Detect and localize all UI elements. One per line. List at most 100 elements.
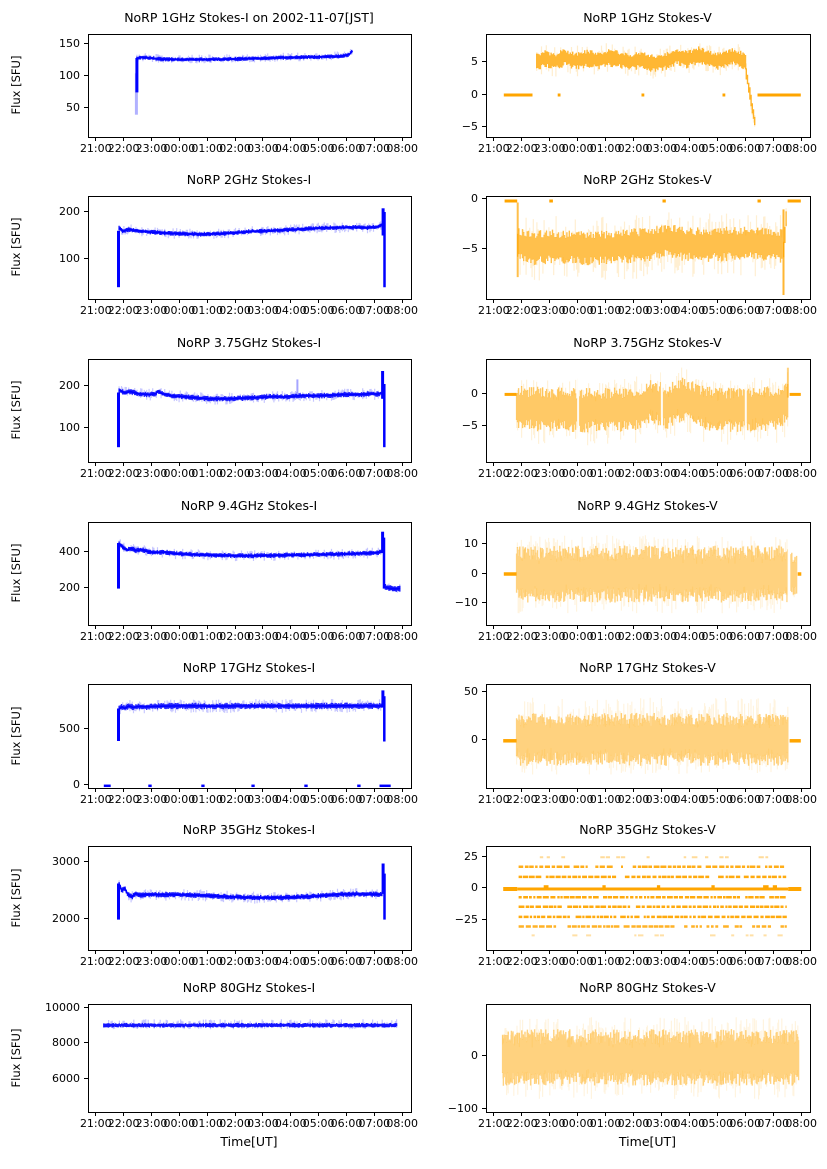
x-tick-label: 05:00	[302, 142, 335, 155]
y-tick-mark	[482, 739, 486, 741]
x-tick-mark	[660, 788, 662, 792]
x-tick-label: 03:00	[247, 955, 279, 968]
x-tick-label: 22:00	[107, 1117, 140, 1130]
x-tick-label: 07:00	[358, 142, 391, 155]
x-tick-mark	[633, 1112, 635, 1116]
x-tick-label: 06:00	[729, 793, 762, 806]
x-tick-mark	[178, 625, 180, 629]
x-tick-mark	[605, 462, 607, 466]
y-axis-label: Flux [SFU]	[9, 1028, 23, 1087]
x-tick-label: 04:00	[274, 304, 307, 317]
x-tick-label: 22:00	[505, 1117, 538, 1130]
y-tick-mark	[482, 855, 486, 857]
x-tick-label: 03:00	[247, 467, 279, 480]
panel-title: NoRP 2GHz Stokes-I	[186, 172, 312, 187]
x-tick-label: 06:00	[330, 955, 363, 968]
x-tick-mark	[206, 625, 208, 629]
x-tick-mark	[493, 950, 495, 954]
x-tick-label: 06:00	[330, 304, 363, 317]
x-tick-mark	[605, 1112, 607, 1116]
x-tick-mark	[521, 950, 523, 954]
x-tick-label: 01:00	[589, 304, 622, 317]
x-tick-label: 02:00	[219, 793, 251, 806]
x-tick-mark	[688, 625, 690, 629]
x-tick-label: 06:00	[729, 304, 762, 317]
y-axis-label: Flux [SFU]	[9, 380, 23, 440]
x-tick-mark	[549, 299, 551, 303]
y-tick-mark	[84, 1006, 88, 1008]
plot-area	[486, 34, 811, 138]
y-tick-mark	[482, 1107, 486, 1109]
x-tick-label: 02:00	[617, 793, 650, 806]
x-tick-mark	[521, 625, 523, 629]
x-tick-label: 22:00	[505, 467, 538, 480]
x-tick-label: 21:00	[477, 630, 510, 643]
x-tick-label: 01:00	[191, 793, 224, 806]
y-tick-label: 5	[471, 55, 478, 69]
x-tick-mark	[178, 1112, 180, 1116]
y-tick-label: −100	[447, 1101, 478, 1115]
x-tick-mark	[234, 137, 236, 141]
x-tick-label: 01:00	[589, 630, 622, 643]
x-tick-label: 07:00	[757, 630, 790, 643]
y-tick-label: 0	[471, 1049, 478, 1063]
x-tick-mark	[95, 299, 97, 303]
x-tick-label: 08:00	[386, 955, 419, 968]
x-tick-mark	[318, 137, 320, 141]
x-tick-label: 23:00	[533, 793, 566, 806]
x-tick-label: 05:00	[701, 955, 734, 968]
x-tick-mark	[318, 1112, 320, 1116]
x-tick-mark	[345, 950, 347, 954]
x-tick-label: 05:00	[701, 304, 734, 317]
x-tick-label: 08:00	[386, 1117, 419, 1130]
x-tick-label: 00:00	[561, 793, 594, 806]
x-tick-label: 03:00	[645, 142, 678, 155]
plot-area	[486, 684, 811, 789]
y-tick-label: 500	[59, 722, 80, 736]
x-tick-label: 02:00	[617, 304, 650, 317]
x-tick-mark	[345, 299, 347, 303]
y-tick-label: 0	[471, 881, 478, 895]
x-tick-mark	[716, 950, 718, 954]
x-tick-mark	[345, 625, 347, 629]
x-tick-mark	[772, 137, 774, 141]
x-tick-label: 02:00	[617, 467, 650, 480]
x-tick-mark	[178, 299, 180, 303]
x-tick-label: 02:00	[219, 955, 251, 968]
x-tick-mark	[151, 137, 152, 141]
x-tick-mark	[123, 462, 125, 466]
y-tick-label: −25	[454, 913, 478, 927]
x-tick-mark	[262, 1112, 264, 1116]
y-tick-label: 2000	[52, 912, 80, 926]
x-tick-label: 01:00	[589, 467, 622, 480]
panel-title: NoRP 17GHz Stokes-I	[182, 660, 316, 675]
x-tick-label: 02:00	[617, 630, 650, 643]
x-tick-label: 08:00	[386, 793, 419, 806]
x-tick-mark	[577, 462, 579, 466]
x-tick-mark	[716, 788, 718, 792]
y-tick-label: 0	[471, 733, 478, 747]
x-tick-label: 08:00	[785, 142, 818, 155]
y-tick-label: 3000	[52, 854, 80, 868]
x-tick-label: 04:00	[673, 955, 706, 968]
x-tick-label: 23:00	[135, 142, 168, 155]
y-tick-label: −5	[461, 241, 478, 255]
x-tick-mark	[800, 788, 802, 792]
x-tick-mark	[549, 788, 551, 792]
plot-area	[486, 359, 811, 463]
x-tick-mark	[401, 788, 403, 792]
y-tick-mark	[482, 887, 486, 889]
x-tick-mark	[716, 462, 718, 466]
x-tick-label: 07:00	[358, 955, 391, 968]
x-tick-mark	[345, 1112, 347, 1116]
x-tick-label: 04:00	[274, 467, 307, 480]
x-tick-mark	[123, 299, 125, 303]
x-tick-label: 01:00	[589, 793, 622, 806]
x-tick-mark	[772, 299, 774, 303]
x-tick-label: 00:00	[163, 467, 196, 480]
x-tick-label: 22:00	[505, 630, 538, 643]
x-tick-mark	[493, 788, 495, 792]
x-tick-label: 05:00	[701, 630, 734, 643]
x-tick-label: 06:00	[330, 467, 363, 480]
x-tick-mark	[373, 950, 375, 954]
